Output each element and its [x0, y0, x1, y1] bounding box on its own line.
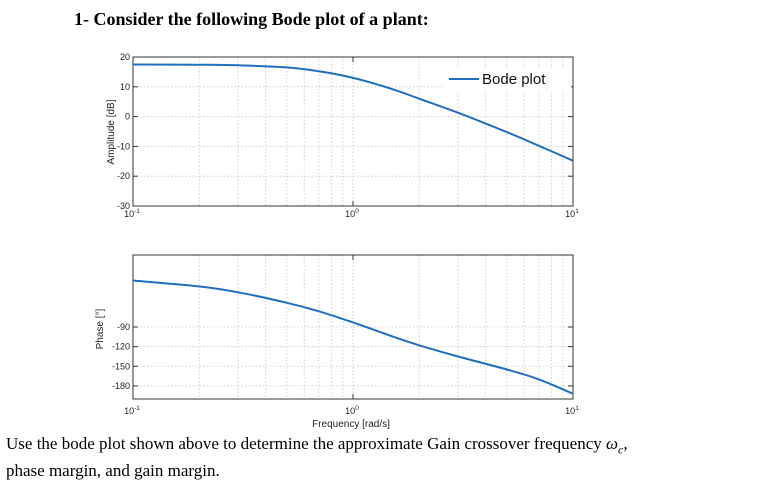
y-axis-title: Phase [°] [95, 308, 106, 349]
omega-subscript: c [618, 442, 624, 457]
phase-panel: -90 -120 -150 -180 10-1 100 101 Phase [°] Freque… [95, 254, 579, 430]
question-line-1-end: , [623, 434, 628, 453]
y-tick-label: 10 [120, 82, 130, 92]
x-tick-label: 100 [345, 405, 359, 416]
question-line-1: Use the bode plot shown above to determi… [6, 433, 756, 460]
question-line-2: phase margin, and gain margin. [6, 461, 220, 481]
x-axis-title: Frequency [rad/s] [312, 419, 390, 430]
y-tick-label: 20 [120, 52, 130, 62]
y-tick-label: -150 [112, 361, 130, 371]
y-tick-label: -30 [117, 201, 130, 211]
omega-symbol: ω [606, 434, 619, 453]
y-tick-label: -10 [117, 141, 130, 151]
x-tick-label: 10-1 [124, 405, 140, 416]
y-tick-label: -90 [117, 322, 130, 332]
problem-heading: 1- Consider the following Bode plot of a… [74, 9, 429, 29]
legend-label: Bode plot [482, 71, 546, 88]
legend-box [443, 68, 571, 90]
y-tick-label: -180 [112, 381, 130, 391]
y-tick-label: -120 [112, 342, 130, 352]
x-tick-label: 101 [565, 405, 579, 416]
question-text: Use the bode plot shown above to determi… [6, 433, 756, 482]
series-line [132, 63, 574, 162]
y-tick-label: 0 [125, 112, 130, 122]
y-tick-label: -20 [117, 171, 130, 181]
y-axis-title: Amplitude [dB] [106, 99, 117, 164]
question-line-1-text: Use the bode plot shown above to determi… [6, 434, 607, 453]
x-tick-label: 100 [345, 208, 359, 219]
x-tick-label: 10-1 [124, 208, 140, 219]
series-line [132, 279, 574, 395]
x-tick-label: 101 [565, 208, 579, 219]
